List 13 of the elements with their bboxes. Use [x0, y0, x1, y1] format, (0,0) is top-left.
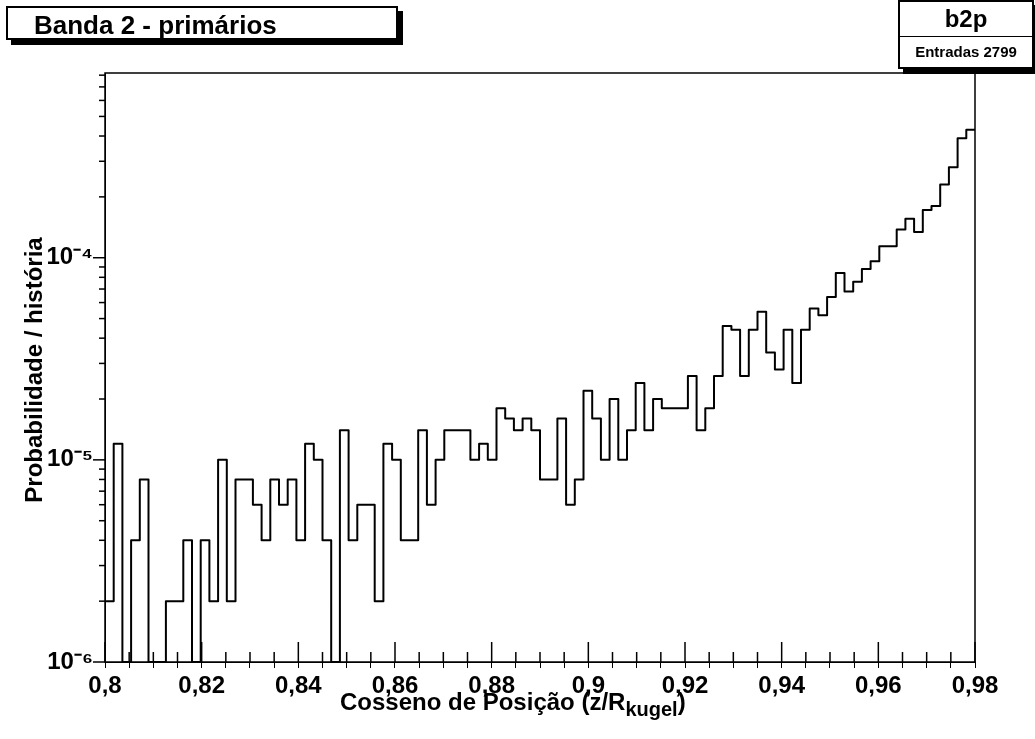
x-tick-label: 0,82: [178, 671, 226, 699]
text: b2p: [900, 2, 1032, 37]
chart-title: Banda 2 - primários: [6, 6, 398, 40]
x-tick-label: 0,8: [88, 671, 122, 699]
x-tick-label: 0,96: [854, 671, 902, 699]
x-tick-label: 0,94: [758, 671, 806, 699]
y-tick-label: 10⁻⁴: [46, 242, 93, 270]
text: Entradas 2799: [914, 42, 1018, 62]
y-tick-label: 10⁻⁶: [47, 646, 93, 674]
y-axis-title: Probabilidade / história: [20, 237, 48, 503]
x-tick-label: 0,84: [274, 671, 323, 699]
y-tick-label: 10⁻⁵: [47, 444, 93, 472]
x-tick-label: 0,98: [951, 671, 999, 699]
